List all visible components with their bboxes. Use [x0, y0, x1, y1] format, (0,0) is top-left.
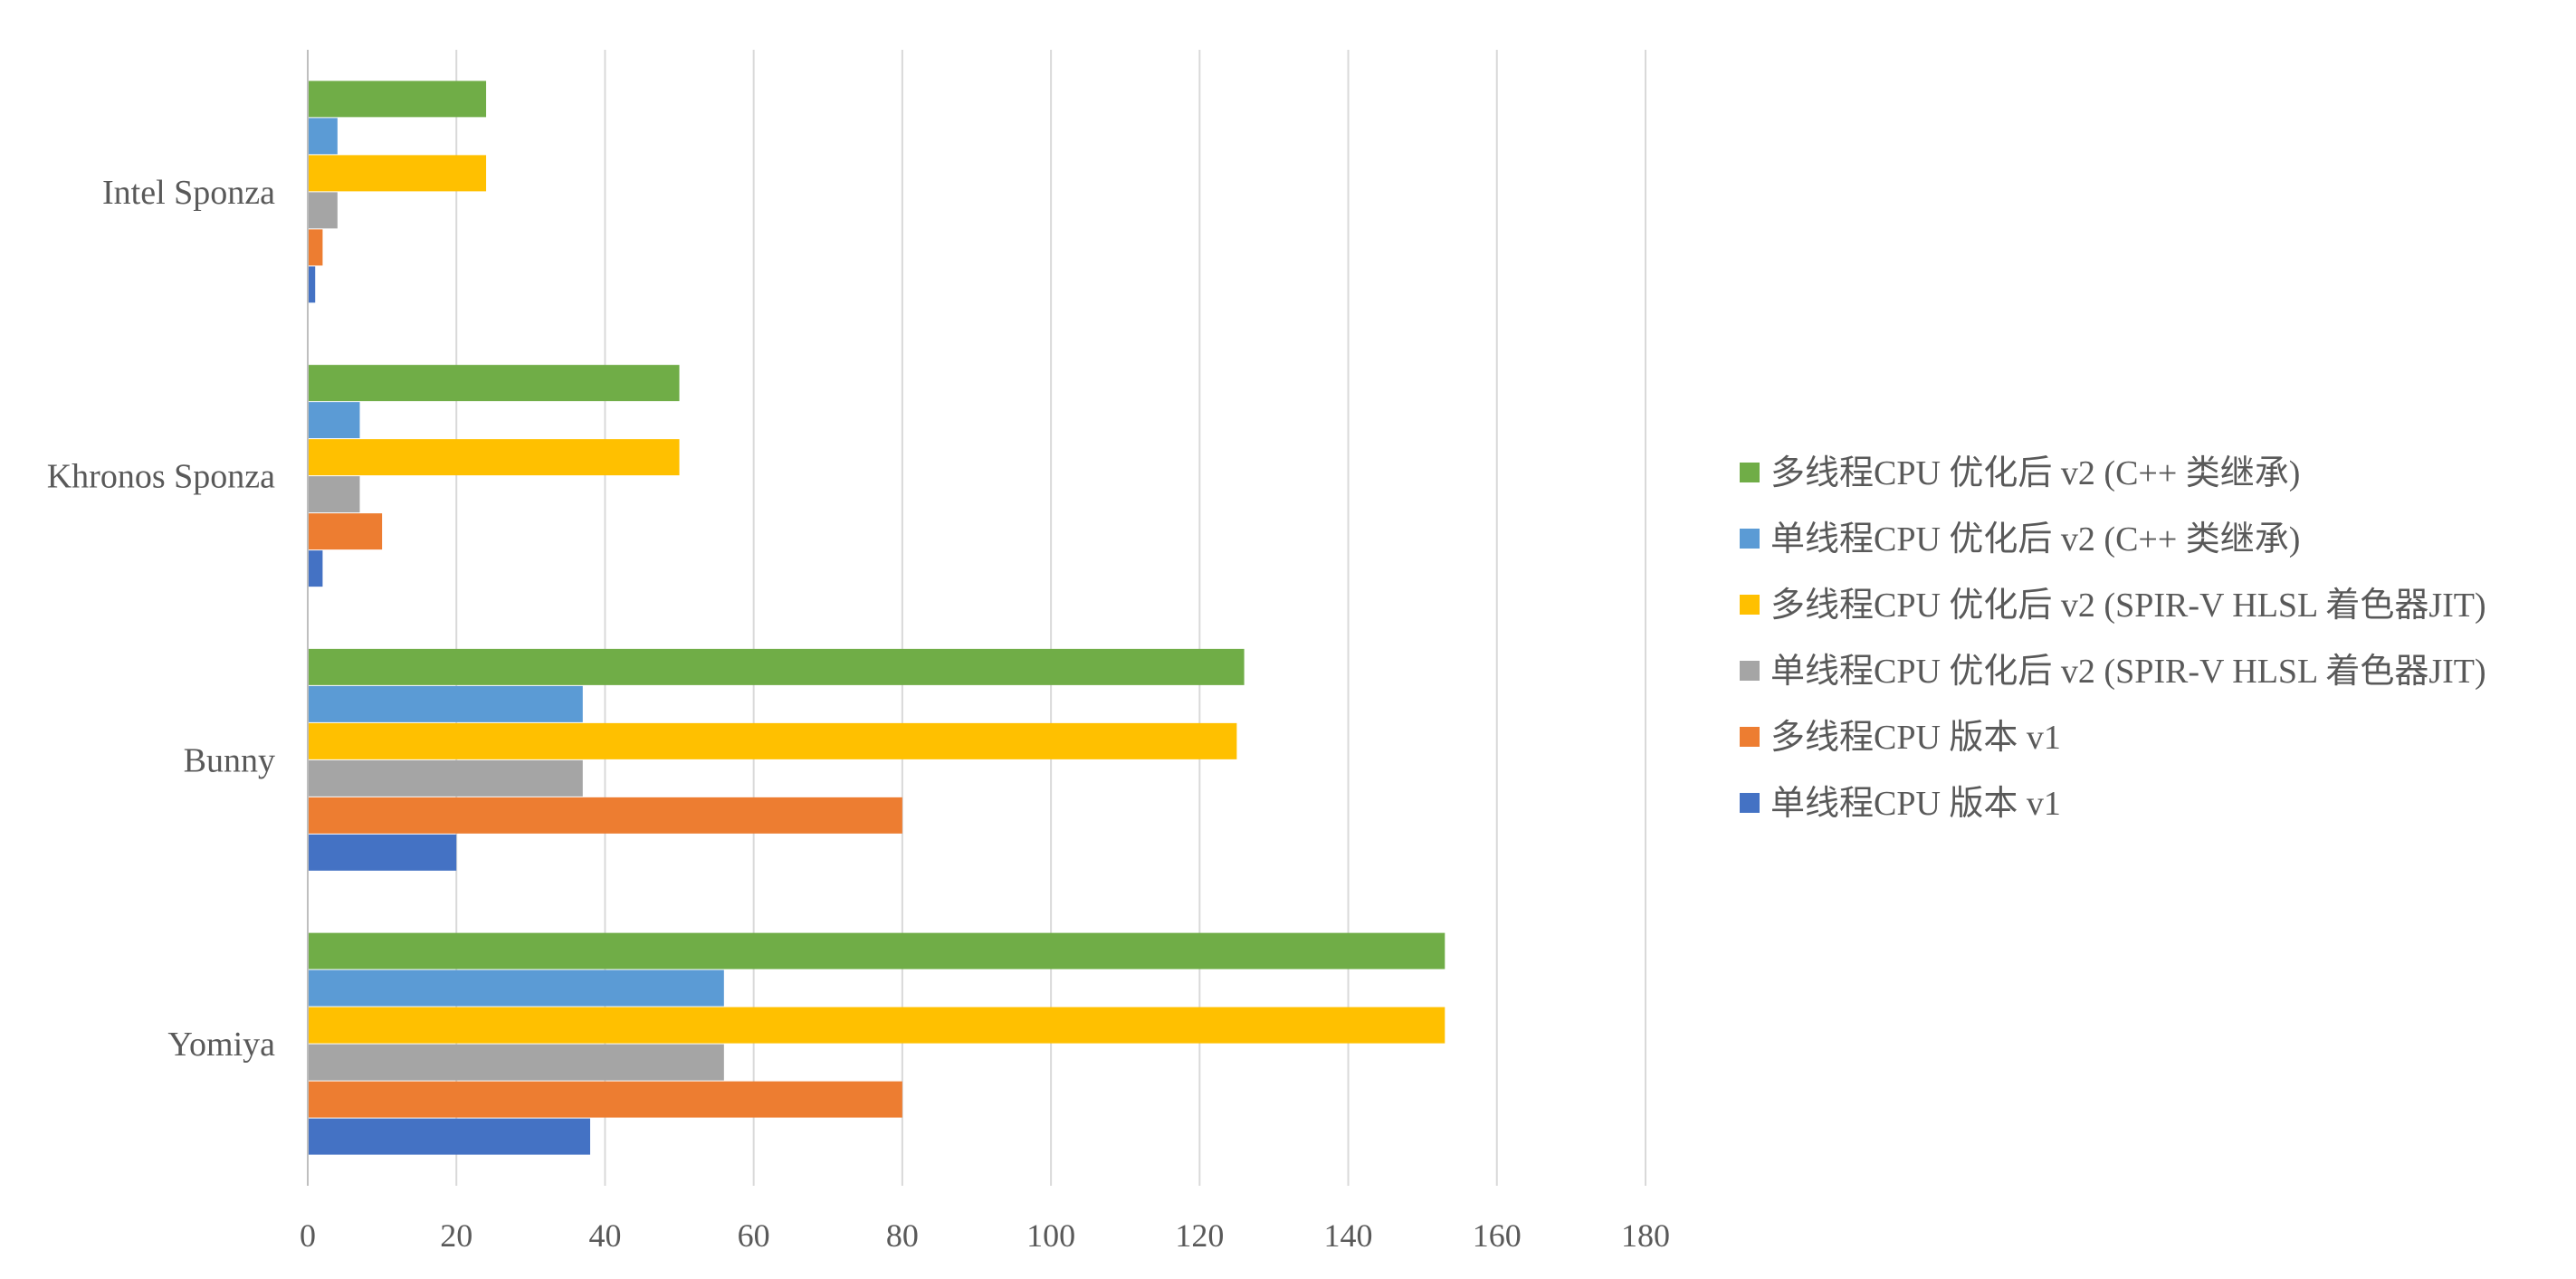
category-label: Khronos Sponza — [47, 458, 275, 496]
bar-intel-sponza-series-4 — [308, 118, 338, 155]
bar-intel-sponza-series-3 — [308, 155, 487, 192]
bar-khronos-sponza-series-5 — [308, 365, 680, 402]
bar-bunny-series-4 — [308, 685, 583, 722]
bar-bunny-series-0 — [308, 834, 457, 871]
legend-label: 单线程CPU 优化后 v2 (SPIR-V HLSL 着色器JIT) — [1770, 653, 2486, 691]
bar-khronos-sponza-series-0 — [308, 550, 323, 587]
gridlines — [307, 50, 1646, 1186]
legend: 多线程CPU 优化后 v2 (C++ 类继承) 单线程CPU 优化后 v2 (C+… — [1740, 454, 2486, 823]
x-tick-label: 80 — [886, 1217, 919, 1254]
legend-swatch — [1740, 661, 1760, 681]
x-tick-label: 100 — [1026, 1217, 1075, 1254]
category-label: Yomiya — [167, 1026, 275, 1064]
bar-khronos-sponza-series-4 — [308, 402, 360, 439]
legend-swatch — [1740, 727, 1760, 747]
bar-intel-sponza-series-5 — [308, 81, 487, 118]
x-tick-label: 120 — [1175, 1217, 1224, 1254]
legend-swatch — [1740, 595, 1760, 615]
bar-khronos-sponza-series-1 — [308, 513, 383, 550]
legend-swatch — [1740, 793, 1760, 813]
bars — [308, 81, 1445, 1155]
bar-yomiya-series-3 — [308, 1007, 1445, 1044]
legend-label: 单线程CPU 优化后 v2 (C++ 类继承) — [1770, 520, 2300, 558]
bar-yomiya-series-0 — [308, 1118, 591, 1155]
legend-label: 单线程CPU 版本 v1 — [1770, 785, 2061, 823]
bar-khronos-sponza-series-2 — [308, 476, 360, 513]
bar-intel-sponza-series-2 — [308, 192, 338, 229]
bar-khronos-sponza-series-3 — [308, 439, 680, 476]
x-tick-label: 160 — [1473, 1217, 1522, 1254]
x-tick-label: 40 — [588, 1217, 621, 1254]
legend-swatch — [1740, 463, 1760, 482]
x-tick-label: 180 — [1621, 1217, 1670, 1254]
bar-yomiya-series-2 — [308, 1044, 724, 1081]
bar-yomiya-series-4 — [308, 969, 724, 1007]
bar-intel-sponza-series-0 — [308, 266, 316, 303]
bar-yomiya-series-5 — [308, 932, 1445, 969]
category-label: Bunny — [184, 741, 275, 779]
x-tick-label: 60 — [738, 1217, 770, 1254]
bar-yomiya-series-1 — [308, 1081, 902, 1118]
legend-swatch — [1740, 529, 1760, 549]
bar-bunny-series-2 — [308, 759, 583, 797]
legend-label: 多线程CPU 版本 v1 — [1770, 719, 2061, 757]
category-label: Intel Sponza — [102, 174, 275, 212]
axes: Intel Sponza Khronos Sponza Bunny Yomiya 0 20… — [47, 50, 1670, 1254]
legend-label: 多线程CPU 优化后 v2 (SPIR-V HLSL 着色器JIT) — [1770, 587, 2486, 625]
bar-bunny-series-5 — [308, 648, 1245, 685]
bar-intel-sponza-series-1 — [308, 229, 323, 266]
x-tick-label: 140 — [1324, 1217, 1373, 1254]
bar-bunny-series-1 — [308, 797, 902, 834]
x-tick-label: 0 — [300, 1217, 316, 1254]
bar-bunny-series-3 — [308, 722, 1237, 759]
x-tick-label: 20 — [440, 1217, 472, 1254]
legend-label: 多线程CPU 优化后 v2 (C++ 类继承) — [1770, 454, 2300, 492]
